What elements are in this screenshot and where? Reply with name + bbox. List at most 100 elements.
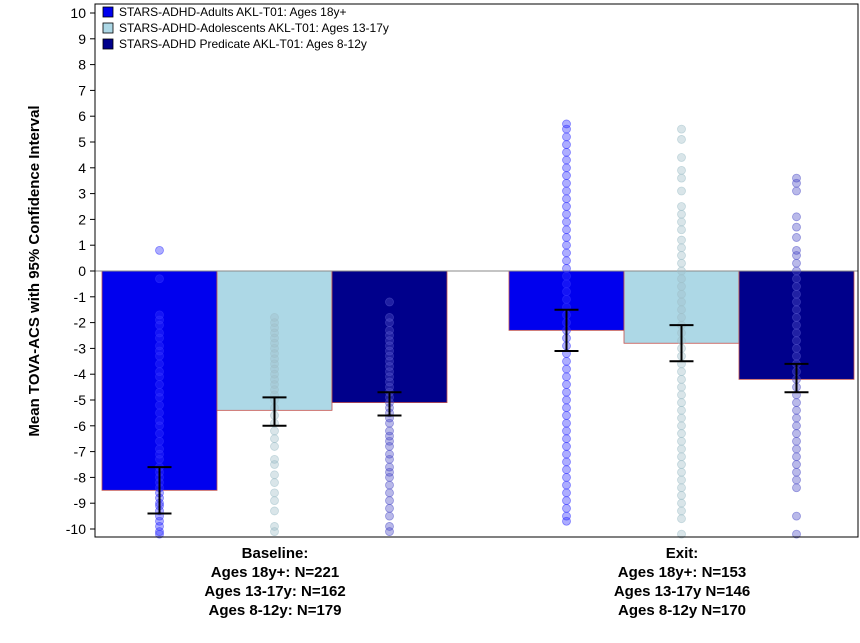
data-point <box>155 436 164 446</box>
data-point <box>562 225 571 235</box>
y-tick-label: 7 <box>78 82 86 98</box>
data-point <box>155 529 164 539</box>
data-point <box>677 274 686 284</box>
legend-swatch <box>102 6 114 18</box>
data-point <box>677 390 686 400</box>
data-point <box>792 274 801 284</box>
data-point <box>155 245 164 255</box>
data-point <box>270 442 279 451</box>
data-point <box>155 429 164 438</box>
data-point <box>792 429 801 438</box>
y-tick-label: -8 <box>74 469 87 485</box>
y-tick-label: -10 <box>66 521 86 537</box>
bars <box>95 270 858 491</box>
data-point <box>792 289 801 299</box>
data-point <box>155 408 164 418</box>
data-point <box>677 514 686 524</box>
data-point <box>385 382 394 392</box>
data-point <box>155 527 164 536</box>
data-point <box>562 418 571 428</box>
y-tick-label: 4 <box>78 160 86 176</box>
data-point <box>155 274 164 284</box>
data-point <box>562 233 571 242</box>
data-point <box>270 488 279 498</box>
data-point <box>562 271 571 281</box>
data-point <box>562 217 571 227</box>
data-point <box>385 297 394 307</box>
data-point <box>562 372 571 382</box>
data-point <box>677 529 686 539</box>
data-point <box>792 328 801 338</box>
data-point <box>270 527 279 536</box>
legend-label: STARS-ADHD Predicate AKL-T01: Ages 8-12y <box>119 37 367 51</box>
data-point <box>155 359 164 369</box>
y-tick-label: 10 <box>70 5 86 21</box>
data-point <box>792 413 801 423</box>
data-point <box>270 313 279 322</box>
data-point <box>385 377 394 387</box>
data-point <box>792 467 801 477</box>
data-point <box>677 429 686 438</box>
data-point <box>385 346 394 356</box>
data-point <box>562 457 571 467</box>
data-point <box>562 364 571 374</box>
data-point <box>677 460 686 469</box>
data-point <box>677 243 686 253</box>
bar <box>216 270 333 411</box>
data-point <box>155 449 164 459</box>
data-point <box>677 186 686 196</box>
data-point <box>677 217 686 227</box>
data-point <box>562 155 571 165</box>
data-point <box>562 194 571 204</box>
data-point <box>270 354 279 364</box>
data-point <box>155 328 164 338</box>
data-point <box>385 496 394 506</box>
data-point <box>385 467 394 477</box>
data-point <box>792 178 801 188</box>
data-point <box>677 506 686 516</box>
data-point <box>677 305 686 315</box>
data-point <box>677 475 686 485</box>
data-point <box>155 416 164 426</box>
data-point <box>677 467 686 477</box>
data-point <box>677 297 686 307</box>
data-point <box>677 251 686 260</box>
x-group-label-line: Ages 18y+: N=153 <box>618 564 746 581</box>
y-tick-label: -6 <box>74 418 87 434</box>
data-point <box>385 331 394 340</box>
data-point <box>562 496 571 506</box>
data-point <box>270 328 279 338</box>
data-point <box>562 132 571 142</box>
legend: STARS-ADHD-Adults AKL-T01: Ages 18y+ STAR… <box>102 5 389 51</box>
data-point <box>562 248 571 258</box>
data-point <box>677 225 686 235</box>
data-point <box>677 398 686 407</box>
data-point <box>270 470 279 480</box>
data-point <box>385 442 394 451</box>
data-point <box>792 475 801 485</box>
y-tick-label: -2 <box>74 315 87 331</box>
data-point <box>155 516 164 526</box>
data-point <box>562 202 571 211</box>
data-point <box>677 413 686 423</box>
data-point <box>562 434 571 444</box>
data-point <box>155 333 164 343</box>
data-point <box>562 209 571 219</box>
data-point <box>562 119 571 129</box>
data-point <box>270 506 279 516</box>
y-tick-label: 9 <box>78 31 86 47</box>
data-point <box>562 442 571 451</box>
data-point <box>562 147 571 157</box>
data-point <box>270 333 279 343</box>
data-point <box>270 426 279 436</box>
data-point <box>792 320 801 330</box>
legend-swatch <box>102 38 114 50</box>
data-point <box>792 233 801 242</box>
data-point <box>562 178 571 188</box>
x-group-label-line: Ages 18y+: N=221 <box>211 564 339 581</box>
data-point <box>677 202 686 211</box>
data-point <box>155 346 164 356</box>
data-point <box>677 135 686 144</box>
data-point <box>385 511 394 521</box>
data-point <box>562 488 571 498</box>
